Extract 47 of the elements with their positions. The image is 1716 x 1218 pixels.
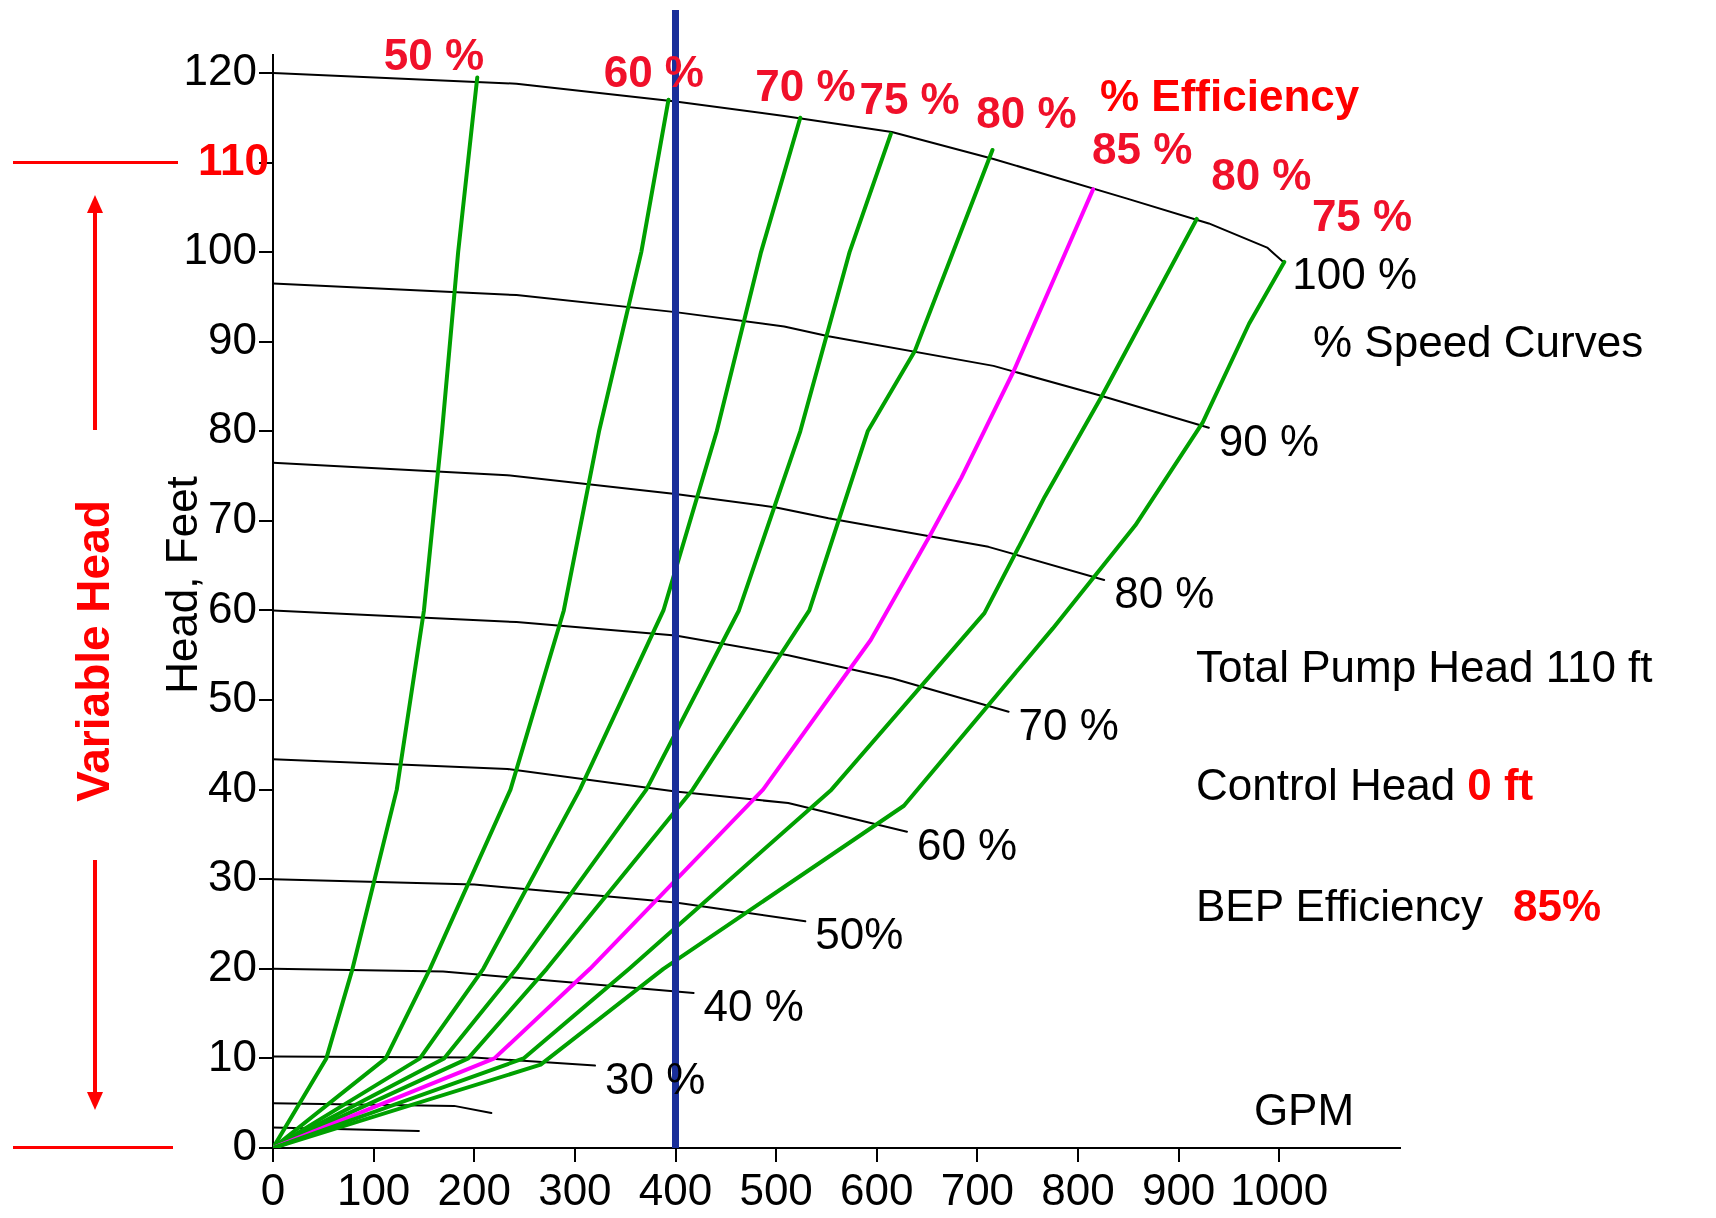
- x-tick-label: 800: [1041, 1164, 1115, 1214]
- series-label: 90 %: [1218, 415, 1320, 465]
- x-tick-label: 700: [940, 1164, 1015, 1214]
- y-tick-label: 80: [208, 403, 257, 453]
- x-tick-label: 600: [840, 1164, 914, 1214]
- x-tick-label: 1000: [1230, 1164, 1329, 1214]
- series-label: 60 %: [916, 819, 1018, 869]
- y-tick-label: 10: [208, 1030, 257, 1080]
- x-axis-title: GPM: [1253, 1085, 1355, 1134]
- series-label: 100 %: [1292, 249, 1418, 299]
- series-label: 70 %: [755, 61, 856, 111]
- text: 0 ft: [1467, 760, 1534, 809]
- annotation: Total Pump Head 110 ft: [1196, 642, 1653, 691]
- y-tick-label: 90: [208, 313, 257, 363]
- annotation: % Speed Curves: [1313, 317, 1644, 366]
- y-tick-label: 40: [208, 761, 257, 811]
- y-tick-label: 70: [208, 493, 257, 543]
- series-label: 80 %: [976, 87, 1077, 137]
- series-label: 40 %: [703, 981, 804, 1031]
- series-label: 80 %: [1114, 568, 1215, 618]
- y-tick-label: 50: [208, 672, 257, 722]
- series-label: 70 %: [1018, 699, 1119, 749]
- x-tick-label: 100: [336, 1164, 411, 1214]
- series-label: 50 %: [383, 30, 485, 80]
- series-label: 75 %: [1311, 190, 1413, 240]
- annotation: Control Head: [1196, 760, 1456, 809]
- annotation: % Efficiency: [1100, 71, 1360, 120]
- annotation: BEP Efficiency: [1196, 881, 1483, 930]
- series-label: 50%: [815, 909, 904, 959]
- ref-line-label: 110: [198, 134, 269, 184]
- y-axis-title: Head, Feet: [157, 476, 206, 694]
- text: 85%: [1512, 881, 1602, 930]
- series-label: 80 %: [1211, 150, 1312, 200]
- x-tick-label: 200: [437, 1164, 511, 1214]
- series-label: 85 %: [1092, 123, 1193, 173]
- series-label: 75 %: [859, 74, 960, 124]
- y-tick-label: 60: [208, 582, 257, 632]
- y-tick-label: 100: [183, 224, 257, 274]
- x-tick-label: 900: [1141, 1164, 1216, 1214]
- x-tick-label: 400: [638, 1164, 713, 1214]
- y-tick-label: 0: [232, 1120, 257, 1170]
- x-tick-label: 500: [739, 1164, 813, 1214]
- y-tick-label: 30: [208, 851, 257, 901]
- y-tick-label: 120: [183, 45, 257, 95]
- x-tick-label: 300: [538, 1164, 612, 1214]
- text: Variable Head: [67, 500, 119, 802]
- y-tick-label: 20: [208, 940, 257, 990]
